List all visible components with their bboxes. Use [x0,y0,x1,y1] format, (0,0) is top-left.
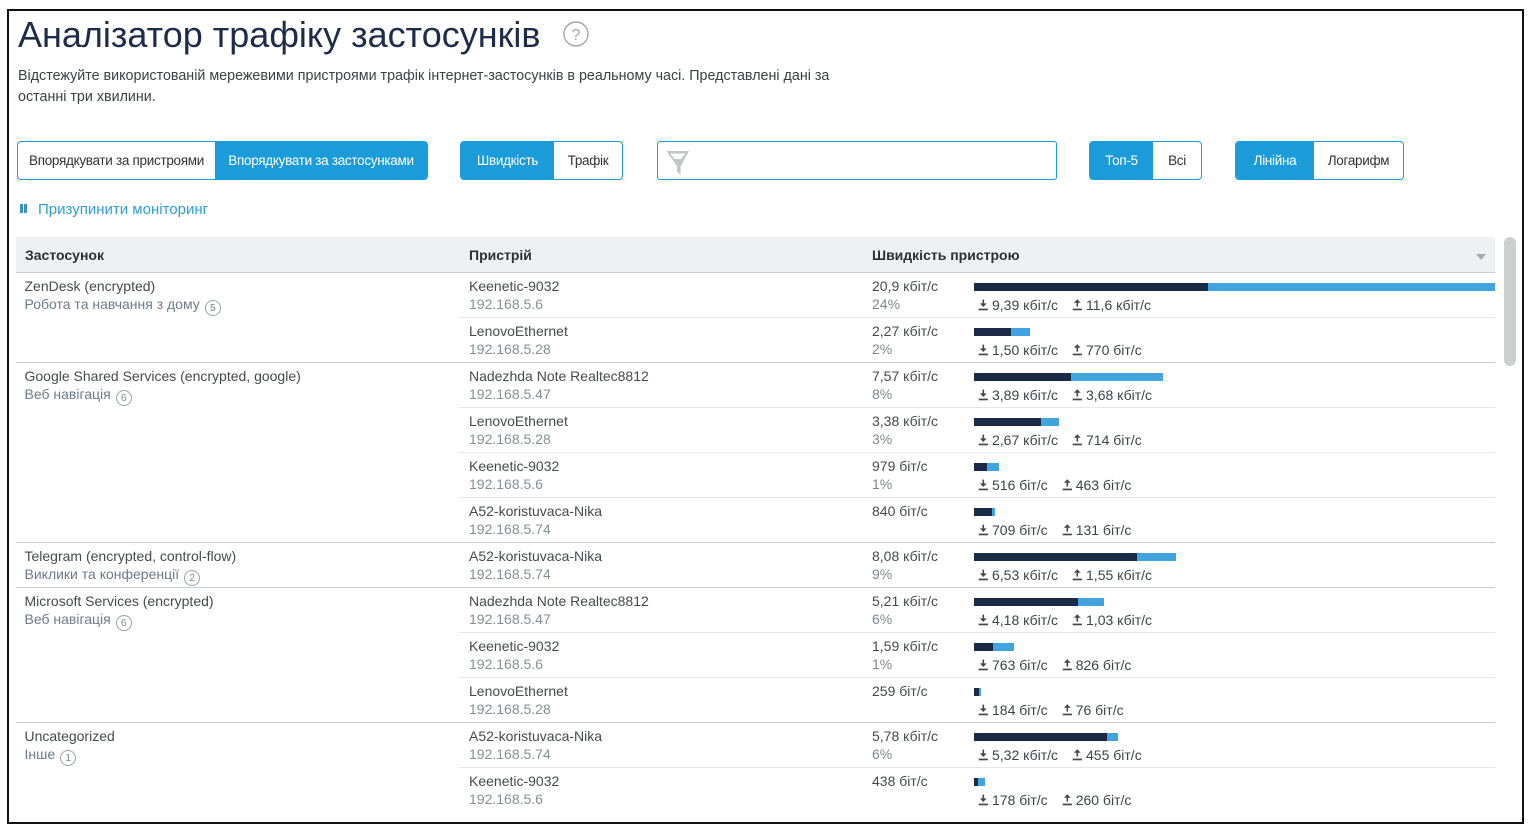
svg-text:?: ? [572,27,581,44]
